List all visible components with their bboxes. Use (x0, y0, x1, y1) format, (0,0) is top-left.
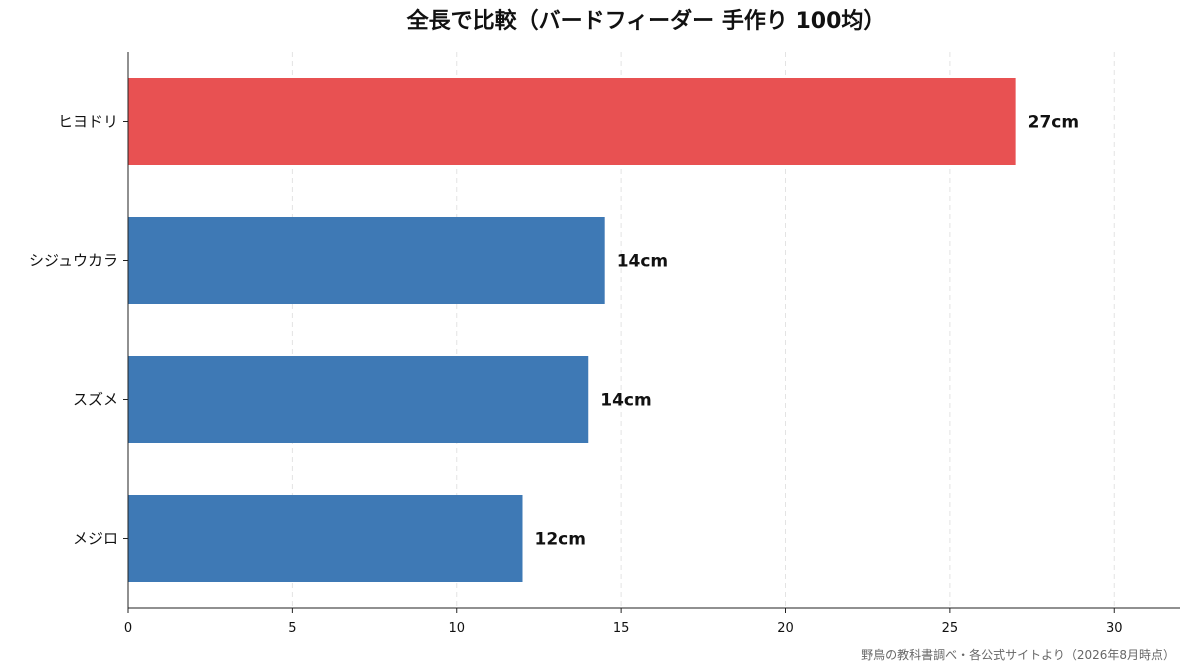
category-label-1: シジュウカラ (29, 252, 118, 270)
x-tick-label-5: 25 (942, 621, 959, 636)
bars (128, 78, 1016, 582)
bar-2 (128, 356, 589, 443)
x-tick-label-3: 15 (613, 621, 630, 636)
value-label-0: 27cm (1028, 113, 1079, 133)
category-label-2: スズメ (73, 391, 118, 409)
chart-title: 全長で比較（バードフィーダー 手作り 100均） (406, 8, 886, 34)
bar-0 (128, 78, 1016, 165)
labels: 27cm ヒヨドリ 14cm シジュウカラ 14cm スズメ 12cm メジロ 0 5 10 15 20… (29, 113, 1122, 637)
value-label-2: 14cm (600, 391, 651, 411)
value-label-3: 12cm (535, 530, 586, 550)
x-tick-label-4: 20 (777, 621, 794, 636)
category-label-3: メジロ (73, 530, 118, 548)
x-tick-label-2: 10 (448, 621, 465, 636)
x-tick-label-6: 30 (1106, 621, 1123, 636)
category-label-0: ヒヨドリ (58, 113, 118, 131)
bar-3 (128, 495, 523, 582)
x-tick-label-0: 0 (124, 621, 132, 636)
source-note: 野鳥の教科書調べ・各公式サイトより（2026年8月時点） (861, 647, 1175, 662)
axes (123, 52, 1180, 613)
x-tick-label-1: 5 (288, 621, 296, 636)
bar-1 (128, 217, 605, 304)
value-label-1: 14cm (617, 252, 668, 272)
